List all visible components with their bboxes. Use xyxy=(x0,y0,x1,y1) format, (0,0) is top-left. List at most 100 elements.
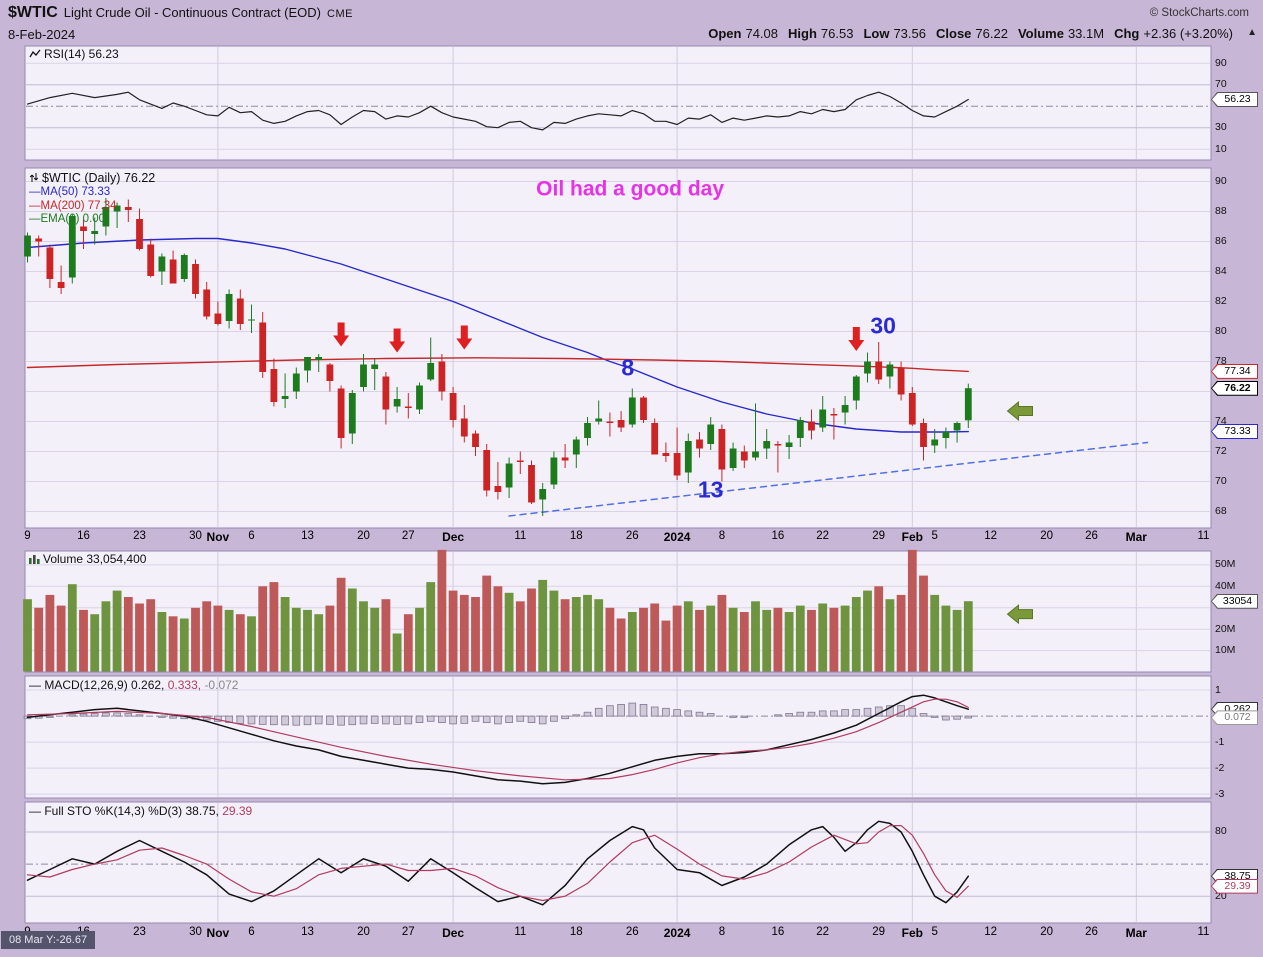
y-axis-label: 80 xyxy=(1215,825,1227,838)
x-axis-tick: 13 xyxy=(301,926,314,938)
x-axis-tick: 23 xyxy=(133,530,146,542)
x-axis-tick: Feb xyxy=(901,530,923,544)
x-axis-tick: 11 xyxy=(514,926,527,938)
svg-text:Oil had a good day: Oil had a good day xyxy=(536,177,724,200)
x-axis-tick: 27 xyxy=(401,530,415,542)
quote-value: 33.1M xyxy=(1067,26,1105,41)
quote-value: 76.53 xyxy=(820,26,854,41)
y-axis-label: -1 xyxy=(1215,735,1225,748)
chart-date: 8-Feb-2024 xyxy=(8,27,76,42)
x-axis-tick: 11 xyxy=(1197,530,1210,542)
svg-text:8: 8 xyxy=(621,354,634,380)
quote-value: 74.08 xyxy=(745,26,779,41)
x-axis-tick: 12 xyxy=(984,530,998,542)
y-axis-label: 90 xyxy=(1215,56,1227,69)
overlay-legend-line: —MA(200) 77.34 xyxy=(29,199,117,212)
volume-legend: Volume 33,054,400 xyxy=(29,552,146,566)
y-axis-label: 78 xyxy=(1215,355,1227,367)
y-axis-label: 70 xyxy=(1215,475,1227,487)
updown-arrows-icon xyxy=(29,173,39,182)
symbol: $WTIC xyxy=(8,4,58,21)
quote-value: +2.36 (+3.20%) xyxy=(1143,26,1233,41)
quote-label: Close xyxy=(936,26,972,41)
legend-text: — MACD(12,26,9) 0.262, xyxy=(29,678,168,692)
bar-chart-icon xyxy=(29,555,40,564)
scroll-up-icon[interactable]: ▲ xyxy=(1247,27,1257,38)
overlay-legend-line: —EMA(0) 0.00 xyxy=(29,213,106,225)
x-axis-tick: 11 xyxy=(1197,926,1210,938)
overlay-legend: —MA(50) 73.33 —MA(200) 77.34 —EMA(0) 0.00 xyxy=(29,186,117,227)
axis-value-tag: 56.23 xyxy=(1211,92,1258,108)
legend-text: — Full STO %K(14,3) %D(3) 38.75, xyxy=(29,804,223,818)
x-axis-tick: Mar xyxy=(1125,926,1147,940)
axis-value-tag: 77.34 xyxy=(1211,363,1258,379)
y-axis-label: 50M xyxy=(1215,558,1236,571)
x-axis-tick: Dec xyxy=(442,530,465,544)
y-axis-label: 82 xyxy=(1215,295,1227,307)
quote-label: High xyxy=(788,26,817,41)
y-axis-label: -2 xyxy=(1215,761,1225,774)
axis-value-tag: 33054 xyxy=(1211,593,1258,609)
x-axis-tick: 6 xyxy=(248,530,255,542)
x-axis-tick: 20 xyxy=(357,926,370,938)
stochastics-legend: — Full STO %K(14,3) %D(3) 38.75, 29.39 xyxy=(29,804,252,818)
x-axis-tick: 22 xyxy=(816,530,830,542)
axis-value-tag: 0.072 xyxy=(1211,710,1258,726)
y-axis-label: 10M xyxy=(1215,644,1236,657)
y-axis-label: 70 xyxy=(1215,78,1227,91)
x-axis-tick: 27 xyxy=(401,926,415,938)
legend-text: -0.072 xyxy=(204,678,239,692)
quote-label: Open xyxy=(708,26,742,41)
svg-text:30: 30 xyxy=(870,312,896,338)
chart-header: $WTIC Light Crude Oil - Continuous Contra… xyxy=(8,4,353,22)
x-axis-tick: 26 xyxy=(1085,926,1098,938)
y-axis-label: 84 xyxy=(1215,265,1227,277)
line-chart-icon xyxy=(29,49,41,58)
x-axis-tick: 26 xyxy=(625,926,639,938)
rsi-legend: RSI(14) 56.23 xyxy=(29,47,119,61)
x-axis-tick: 2024 xyxy=(663,530,691,544)
axis-value-tag: 29.39 xyxy=(1211,878,1258,894)
x-axis-tick: 2024 xyxy=(663,926,691,940)
axis-value-tag: 73.33 xyxy=(1211,424,1258,440)
quote-label: Low xyxy=(863,26,890,41)
x-axis-tick: 29 xyxy=(872,530,886,542)
x-axis-tick: Nov xyxy=(206,530,230,544)
x-axis-tick: Mar xyxy=(1125,530,1147,544)
exchange-label: CME xyxy=(327,8,353,20)
x-axis-tick: 12 xyxy=(984,926,998,938)
quote-label: Volume xyxy=(1017,26,1064,41)
y-axis-label: 90 xyxy=(1215,175,1227,187)
x-axis-tick: 5 xyxy=(931,926,938,938)
y-axis-label: -3 xyxy=(1215,787,1225,800)
y-axis-label: 20M xyxy=(1215,622,1236,635)
x-axis-tick: 13 xyxy=(301,530,314,542)
y-axis-label: 86 xyxy=(1215,235,1227,247)
x-axis-tick: 26 xyxy=(625,530,639,542)
x-axis-tick: 8 xyxy=(718,530,726,542)
x-axis-tick: 18 xyxy=(569,530,583,542)
legend-text: $WTIC (Daily) 76.22 xyxy=(42,171,156,185)
x-axis-tick: 20 xyxy=(357,530,370,542)
axis-value-tag: 76.22 xyxy=(1211,380,1258,396)
x-axis-tick: 30 xyxy=(189,530,202,542)
price-legend: $WTIC (Daily) 76.22 xyxy=(29,171,155,185)
y-axis-label: 40M xyxy=(1215,579,1236,592)
chart-title: Light Crude Oil - Continuous Contract (E… xyxy=(63,5,321,20)
quote-label: Chg xyxy=(1114,26,1140,41)
legend-text: 29.39 xyxy=(222,804,253,818)
x-axis-tick: 5 xyxy=(931,530,938,542)
legend-text: RSI(14) 56.23 xyxy=(44,47,119,61)
x-axis-tick: 29 xyxy=(872,926,886,938)
x-axis-tick: 30 xyxy=(189,926,202,938)
legend-text: Volume 33,054,400 xyxy=(43,552,147,566)
x-axis-tick: 18 xyxy=(569,926,583,938)
y-axis-label: 20 xyxy=(1215,889,1227,902)
x-axis-tick: 16 xyxy=(77,530,90,542)
y-axis-label: 74 xyxy=(1215,415,1227,427)
svg-text:13: 13 xyxy=(698,477,724,503)
y-axis-label: 88 xyxy=(1215,205,1227,217)
y-axis-label: 30 xyxy=(1215,121,1227,134)
ohlc-quote-row: Open 74.08 High 76.53 Low 73.56 Close 76.22 Volu… xyxy=(698,26,1233,41)
